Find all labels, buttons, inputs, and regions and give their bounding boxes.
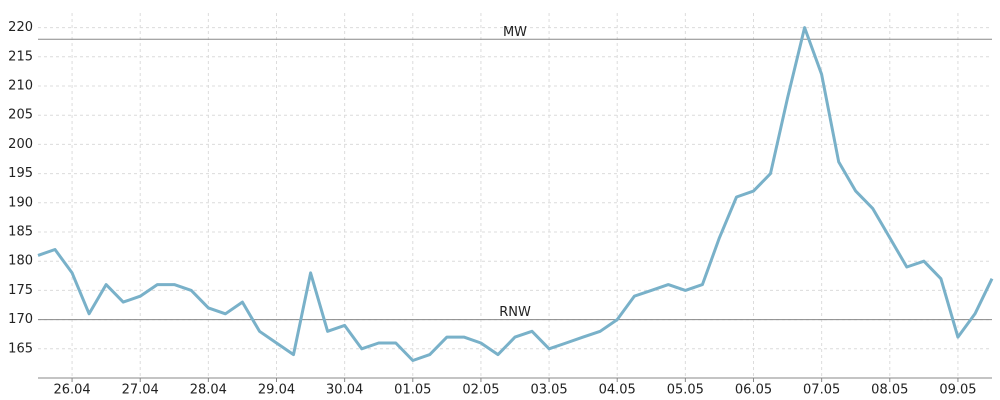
y-tick-label: 165 xyxy=(8,341,33,356)
x-tick-label: 27.04 xyxy=(122,383,159,398)
x-tick-label: 28.04 xyxy=(190,383,227,398)
reference-label: MW xyxy=(503,25,527,40)
x-tick-label: 07.05 xyxy=(803,383,840,398)
data-line xyxy=(37,26,994,362)
x-tick-label: 06.05 xyxy=(735,383,772,398)
y-tick-label: 220 xyxy=(8,20,33,35)
x-tick-label: 03.05 xyxy=(530,383,567,398)
y-tick-label: 170 xyxy=(8,312,33,327)
y-tick-label: 175 xyxy=(8,283,33,298)
x-tick-label: 30.04 xyxy=(326,383,363,398)
y-tick-label: 210 xyxy=(8,79,33,94)
x-tick-label: 02.05 xyxy=(462,383,499,398)
x-tick-label: 05.05 xyxy=(667,383,704,398)
y-tick-label: 215 xyxy=(8,49,33,64)
y-tick-label: 180 xyxy=(8,254,33,269)
x-tick-label: 09.05 xyxy=(939,383,976,398)
reference-label: RNW xyxy=(499,305,531,320)
y-tick-label: 195 xyxy=(8,166,33,181)
x-tick-label: 04.05 xyxy=(599,383,636,398)
x-tick-label: 01.05 xyxy=(394,383,431,398)
x-tick-label: 08.05 xyxy=(871,383,908,398)
y-tick-label: 200 xyxy=(8,137,33,152)
y-tick-label: 190 xyxy=(8,195,33,210)
y-tick-label: 185 xyxy=(8,225,33,240)
y-tick-label: 205 xyxy=(8,108,33,123)
x-tick-label: 26.04 xyxy=(53,383,90,398)
x-tick-label: 29.04 xyxy=(258,383,295,398)
